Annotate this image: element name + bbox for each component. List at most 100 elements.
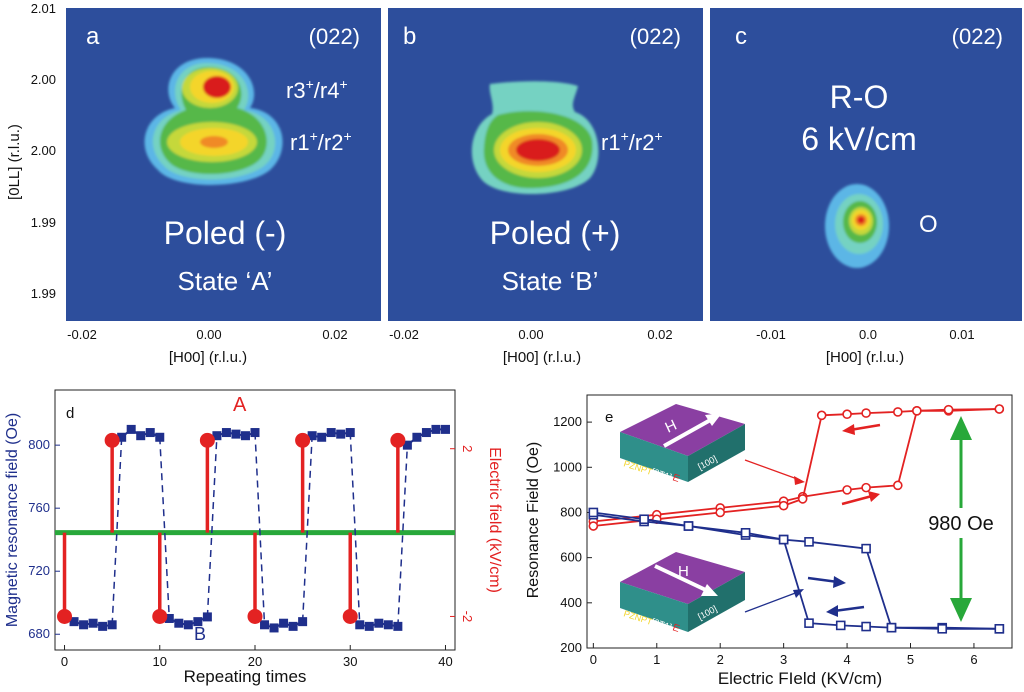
panel-e-xtick-label: 6	[970, 652, 977, 667]
panel-e-data-layer: 0 1 2 3 4 5 6 200 400 600 800 1000 1200	[553, 404, 1005, 667]
panel-d-blue-point	[279, 618, 289, 628]
panel-e-ytick-label: 400	[560, 595, 582, 610]
panel-d-blue-point	[374, 618, 384, 628]
panel-d-blue-point	[212, 431, 222, 441]
panel-b-annotation-r1r2: r1+/r2+	[601, 128, 663, 155]
panel-a: a (022) r3+/r4+ r1+/r2+ Poled (-) State …	[66, 8, 381, 321]
panel-b-contour	[471, 81, 599, 195]
panel-e-plot-frame	[586, 394, 1013, 649]
panel-e-red-down-line	[593, 408, 1000, 527]
panel-d-blue-point	[364, 621, 374, 631]
panel-d-blue-point	[336, 429, 346, 439]
panel-c-x-axis-label: [H00] (r.l.u.)	[826, 349, 904, 366]
inset-pointer-blue	[744, 591, 799, 613]
red-direction-arrows	[841, 423, 881, 506]
panel-b: b (022) r1+/r2+ Poled (+) State ‘B’	[388, 8, 703, 321]
panel-d-annotation-b: B	[194, 624, 206, 644]
panel-b-sub-label: State ‘B’	[502, 266, 599, 296]
panel-d-ytick-label: 800	[28, 437, 50, 452]
panel-b-main-label: Poled (+)	[490, 215, 621, 251]
inset-field-label: E	[671, 622, 681, 635]
maps-x-axes: -0.02 0.00 0.02 [H00] (r.l.u.) -0.02 0.0…	[67, 327, 974, 366]
panel-d-x-axis-label: Repeating times	[184, 667, 307, 686]
maps-y-axis-label: [0LL] (r.l.u.)	[6, 124, 23, 200]
panel-e-letter: e	[605, 409, 613, 426]
panel-d-red-point	[342, 608, 358, 624]
panel-e-red-point	[797, 494, 808, 504]
panel-b-reflection: (022)	[630, 24, 681, 49]
panel-a-x-axis-label: [H00] (r.l.u.)	[169, 349, 247, 366]
panel-d-xtick-label: 40	[438, 654, 452, 669]
inset-pointer-red	[744, 459, 801, 481]
panel-d-blue-point	[412, 432, 422, 442]
panel-c-xtick-label: 0.0	[859, 327, 877, 342]
panel-a-reflection: (022)	[309, 24, 360, 49]
panel-d-blue-point	[193, 617, 203, 627]
panel-d-blue-point	[260, 620, 270, 630]
panel-b-xtick-label: 0.00	[518, 327, 543, 342]
panel-d-blue-segment	[397, 445, 409, 627]
maps-y-axis: 2.01 2.00 2.00 1.99 1.99 [0LL] (r.l.u.)	[6, 1, 56, 301]
panel-e-red-point	[861, 482, 871, 493]
panel-a-annotation-r3r4: r3+/r4+	[286, 76, 348, 103]
panel-e-red-point	[842, 409, 852, 420]
panel-d-blue-point	[269, 623, 279, 633]
panel-e-blue-point	[778, 534, 789, 545]
panel-d-blue-point	[79, 620, 89, 630]
panel-e-blue-point	[588, 507, 599, 518]
panel-d-blue-point	[155, 432, 165, 442]
panel-d-blue-point	[288, 621, 298, 631]
panel-a-xtick-label: -0.02	[67, 327, 97, 342]
panel-d-blue-point	[117, 432, 127, 442]
h-field-arrow	[654, 564, 718, 596]
panel-e-red-point	[893, 407, 903, 417]
panel-e-red-point	[778, 500, 789, 511]
panel-e-red-point	[912, 406, 922, 416]
panel-d-blue-point	[345, 428, 355, 438]
panel-a-xtick-label: 0.00	[196, 327, 221, 342]
panel-d-blue-point	[402, 440, 412, 450]
maps-ytick-label: 2.01	[31, 1, 56, 16]
panel-e-blue-point	[861, 543, 871, 554]
panel-d-blue-segment	[349, 432, 361, 625]
panel-e-xtick-label: 5	[907, 652, 914, 667]
panel-d-red-point	[57, 608, 73, 624]
panel-a-letter: a	[86, 23, 100, 50]
panel-e: 0 1 2 3 4 5 6 200 400 600 800 1000 1200 e Electric F…	[525, 394, 1013, 688]
panel-e-blue-point	[639, 514, 649, 525]
panel-e-blue-point	[835, 620, 846, 631]
panel-d-blue-point	[307, 431, 317, 441]
panel-d-blue-point	[317, 432, 327, 442]
panel-d-blue-point	[393, 621, 403, 631]
panel-d-data-layer: 0 10 20 30 40 680 720 760 800 2 -2	[28, 424, 475, 669]
panel-d-blue-point	[136, 431, 146, 441]
panel-d-red-point	[390, 432, 406, 448]
panel-d-blue-point	[326, 428, 336, 438]
panel-e-ytick-label: 1000	[553, 459, 582, 474]
panel-b-xtick-label: 0.02	[647, 327, 672, 342]
panel-d-red-point	[104, 432, 120, 448]
panel-e-xtick-label: 2	[717, 652, 724, 667]
panel-c-letter: c	[735, 23, 747, 50]
inset-field-label: E	[671, 472, 681, 485]
inset-sample-lower: H PZNPT [0T1] E [100]	[620, 552, 804, 635]
panel-b-xtick-label: -0.02	[389, 327, 419, 342]
panel-d-blue-segment	[206, 435, 218, 617]
difference-label-bg	[920, 508, 1002, 538]
panel-d-blue-point	[298, 617, 308, 627]
panel-e-blue-point	[861, 621, 871, 632]
panel-e-red-point	[861, 408, 871, 418]
panel-d-letter: d	[66, 405, 74, 422]
panel-e-red-point	[816, 410, 827, 421]
panel-e-blue-point	[937, 623, 948, 634]
panel-c-phase-label: R-O	[830, 79, 889, 115]
panel-c-xtick-label: -0.01	[756, 327, 786, 342]
panel-b-letter: b	[403, 23, 416, 50]
panel-d-blue-point	[355, 620, 365, 630]
panel-e-red-point	[943, 404, 954, 415]
maps-ytick-label: 2.00	[31, 143, 56, 158]
panel-d-blue-point	[126, 424, 136, 434]
panel-e-xtick-label: 3	[780, 652, 787, 667]
panel-d-blue-point	[202, 612, 212, 622]
panel-e-blue-point	[994, 623, 1005, 634]
